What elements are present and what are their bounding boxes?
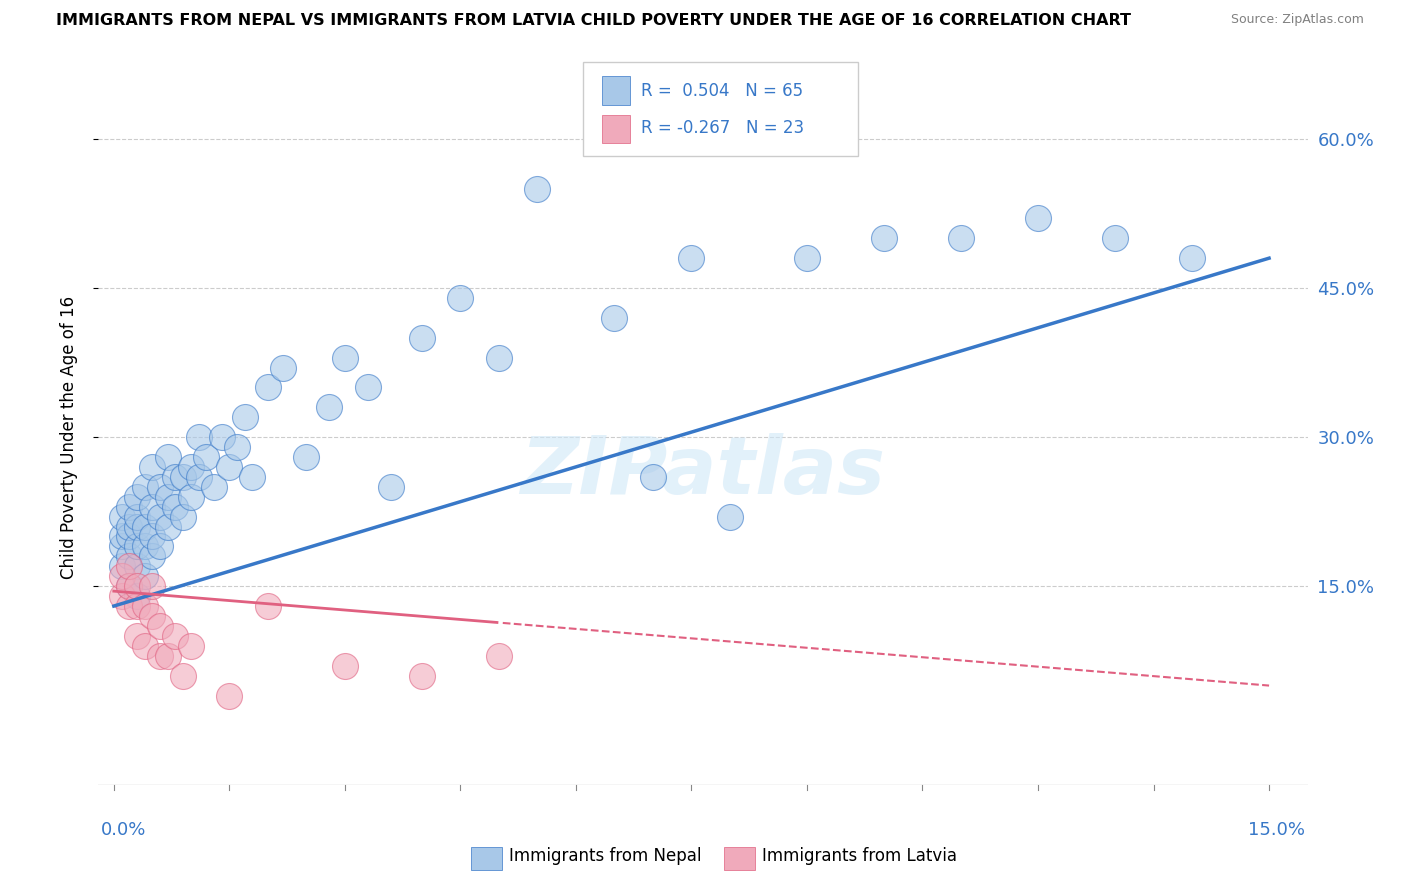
Point (218, 689, 240, 703)
Point (681, 251, 703, 265)
Point (141, 579, 163, 593)
Point (156, 490, 179, 504)
Point (125, 629, 148, 643)
Point (156, 450, 179, 464)
Point (172, 470, 194, 484)
Point (165, 629, 187, 643)
Y-axis label: Child Poverty Under the Age of 16: Child Poverty Under the Age of 16 (59, 295, 77, 579)
Point (1181, 251, 1204, 265)
Point (149, 648, 172, 663)
Point (165, 470, 187, 484)
Point (125, 559, 148, 574)
Point (257, 380, 280, 394)
Point (141, 549, 163, 564)
Point (641, 470, 664, 484)
Point (333, 351, 356, 365)
Point (149, 619, 172, 633)
Point (141, 500, 163, 514)
Text: 15.0%: 15.0% (1247, 821, 1305, 838)
Point (125, 490, 148, 504)
Point (257, 599, 280, 613)
Point (149, 480, 172, 494)
Point (141, 609, 163, 624)
Point (125, 589, 148, 603)
Point (172, 668, 194, 682)
Point (180, 459, 202, 474)
Point (125, 579, 148, 593)
Point (134, 599, 156, 613)
Point (211, 430, 233, 444)
Point (488, 648, 510, 663)
Point (118, 500, 141, 514)
Point (134, 480, 156, 494)
Point (333, 658, 356, 673)
Point (110, 569, 132, 583)
Point (202, 480, 225, 494)
Point (488, 351, 510, 365)
Point (134, 519, 156, 533)
Point (1026, 211, 1049, 226)
Point (118, 549, 141, 564)
Point (449, 291, 471, 305)
Text: 0.0%: 0.0% (101, 821, 146, 838)
Point (187, 430, 209, 444)
Point (796, 251, 818, 265)
Point (110, 529, 132, 543)
Point (134, 639, 156, 653)
Point (165, 500, 187, 514)
Point (118, 579, 141, 593)
Point (110, 559, 132, 574)
Point (156, 519, 179, 533)
Text: Source: ZipAtlas.com: Source: ZipAtlas.com (1230, 13, 1364, 27)
Point (125, 599, 148, 613)
Text: IMMIGRANTS FROM NEPAL VS IMMIGRANTS FROM LATVIA CHILD POVERTY UNDER THE AGE OF 1: IMMIGRANTS FROM NEPAL VS IMMIGRANTS FROM… (56, 13, 1132, 29)
Point (526, 181, 548, 195)
Point (180, 490, 202, 504)
Point (271, 360, 294, 375)
Point (110, 540, 132, 554)
Point (180, 639, 202, 653)
Text: Immigrants from Latvia: Immigrants from Latvia (762, 847, 957, 865)
Point (156, 648, 179, 663)
Point (118, 579, 141, 593)
Point (380, 480, 402, 494)
Point (226, 440, 249, 454)
Text: R =  0.504   N = 65: R = 0.504 N = 65 (641, 82, 803, 101)
Text: ZIPatlas: ZIPatlas (520, 433, 886, 511)
Point (172, 509, 194, 524)
Point (218, 459, 240, 474)
Text: Immigrants from Nepal: Immigrants from Nepal (509, 847, 702, 865)
Point (118, 529, 141, 543)
Point (411, 331, 433, 345)
Point (118, 599, 141, 613)
Text: R = -0.267   N = 23: R = -0.267 N = 23 (641, 119, 804, 136)
Point (718, 509, 741, 524)
Point (149, 540, 172, 554)
Point (141, 529, 163, 543)
Point (149, 509, 172, 524)
Point (318, 401, 340, 415)
Point (233, 410, 256, 425)
Point (295, 450, 318, 464)
Point (125, 519, 148, 533)
Point (125, 540, 148, 554)
Point (118, 519, 141, 533)
Point (187, 470, 209, 484)
Point (110, 509, 132, 524)
Point (195, 450, 218, 464)
Point (134, 540, 156, 554)
Point (125, 509, 148, 524)
Point (141, 459, 163, 474)
Point (242, 470, 264, 484)
Point (118, 559, 141, 574)
Point (134, 569, 156, 583)
Point (603, 310, 626, 325)
Point (357, 380, 380, 394)
Point (110, 589, 132, 603)
Point (1104, 231, 1126, 245)
Point (873, 231, 896, 245)
Point (950, 231, 973, 245)
Point (411, 668, 433, 682)
